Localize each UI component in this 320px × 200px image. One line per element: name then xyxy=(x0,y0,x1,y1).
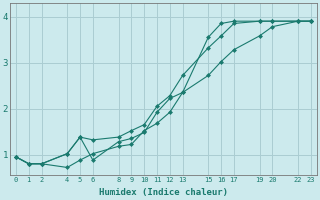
X-axis label: Humidex (Indice chaleur): Humidex (Indice chaleur) xyxy=(99,188,228,197)
